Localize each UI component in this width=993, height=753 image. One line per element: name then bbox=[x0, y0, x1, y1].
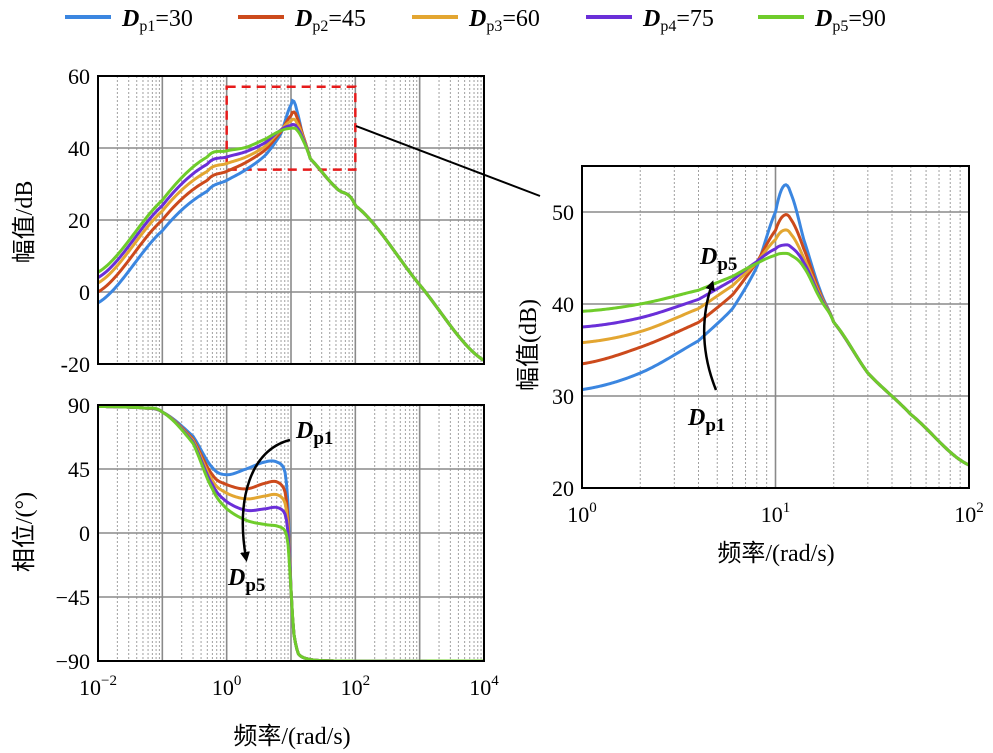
legend-label-2: Dp2=45 bbox=[294, 6, 366, 35]
phase-ytick-label: 90 bbox=[68, 393, 90, 418]
phase-annotation-dp5: Dp5 bbox=[227, 565, 265, 596]
phase-xtick-label: 102 bbox=[341, 673, 371, 700]
legend-label-1: Dp1=30 bbox=[121, 6, 193, 35]
legend-item-3: Dp3=60 bbox=[412, 6, 540, 35]
phase-xtick-label: 100 bbox=[212, 673, 242, 700]
magnitude-series-5 bbox=[98, 126, 484, 362]
phase-trend-arrow bbox=[240, 438, 291, 562]
phase-ytick-label: −90 bbox=[56, 649, 90, 674]
zoom-region-box bbox=[225, 85, 357, 171]
magnitude-ylabel: 幅值/dB bbox=[11, 181, 38, 264]
zoom-series-5 bbox=[582, 251, 969, 467]
phase-ytick-label: −45 bbox=[56, 585, 90, 610]
legend-item-5: Dp5=90 bbox=[758, 6, 886, 35]
phase-ytick-label: 45 bbox=[68, 457, 90, 482]
zoom-xtick-label: 102 bbox=[954, 500, 984, 527]
zoom-ylabel: 幅值(dB) bbox=[515, 299, 542, 391]
legend: Dp1=30 Dp2=45 Dp3=60 Dp4=75 Dp5=90 bbox=[65, 6, 886, 35]
phase-frame bbox=[97, 404, 485, 662]
zoom-ytick-label: 20 bbox=[552, 476, 574, 501]
phase-xtick-label: 10−2 bbox=[79, 673, 117, 700]
phase-ylabel: 相位/(°) bbox=[11, 492, 38, 572]
phase-series-5 bbox=[98, 405, 484, 661]
magnitude-panel: 60 40 20 0 -20 bbox=[61, 64, 485, 377]
zoom-frame bbox=[581, 165, 970, 489]
magnitude-ytick-label: 40 bbox=[68, 136, 90, 161]
magnitude-ytick-label: 20 bbox=[68, 208, 90, 233]
zoom-xlabel: 频率/(rad/s) bbox=[717, 540, 834, 567]
zoom-annotation-dp5: Dp5 bbox=[699, 244, 737, 275]
magnitude-ytick-label: 0 bbox=[79, 280, 90, 305]
legend-label-4: Dp4=75 bbox=[642, 6, 714, 35]
magnitude-ytick-label: -20 bbox=[61, 352, 90, 377]
zoom-connector-line bbox=[355, 125, 541, 197]
legend-item-4: Dp4=75 bbox=[586, 6, 714, 35]
zoom-xtick-label: 100 bbox=[567, 500, 597, 527]
phase-annotation-dp1: Dp1 bbox=[295, 418, 333, 449]
legend-item-2: Dp2=45 bbox=[238, 6, 366, 35]
phase-xtick-label: 104 bbox=[469, 673, 499, 700]
phase-xlabel: 频率/(rad/s) bbox=[233, 723, 350, 750]
zoom-ytick-label: 50 bbox=[552, 200, 574, 225]
magnitude-frame bbox=[97, 75, 485, 365]
zoom-xtick-label: 101 bbox=[761, 500, 791, 527]
zoom-ytick-label: 30 bbox=[552, 384, 574, 409]
legend-label-5: Dp5=90 bbox=[814, 6, 886, 35]
zoom-ytick-label: 40 bbox=[552, 292, 574, 317]
zoom-annotation-dp1: Dp1 bbox=[687, 405, 725, 436]
phase-ytick-label: 0 bbox=[79, 521, 90, 546]
legend-item-1: Dp1=30 bbox=[65, 6, 193, 35]
zoom-trend-arrow bbox=[702, 280, 718, 391]
magnitude-ytick-label: 60 bbox=[68, 64, 90, 89]
legend-label-3: Dp3=60 bbox=[468, 6, 540, 35]
